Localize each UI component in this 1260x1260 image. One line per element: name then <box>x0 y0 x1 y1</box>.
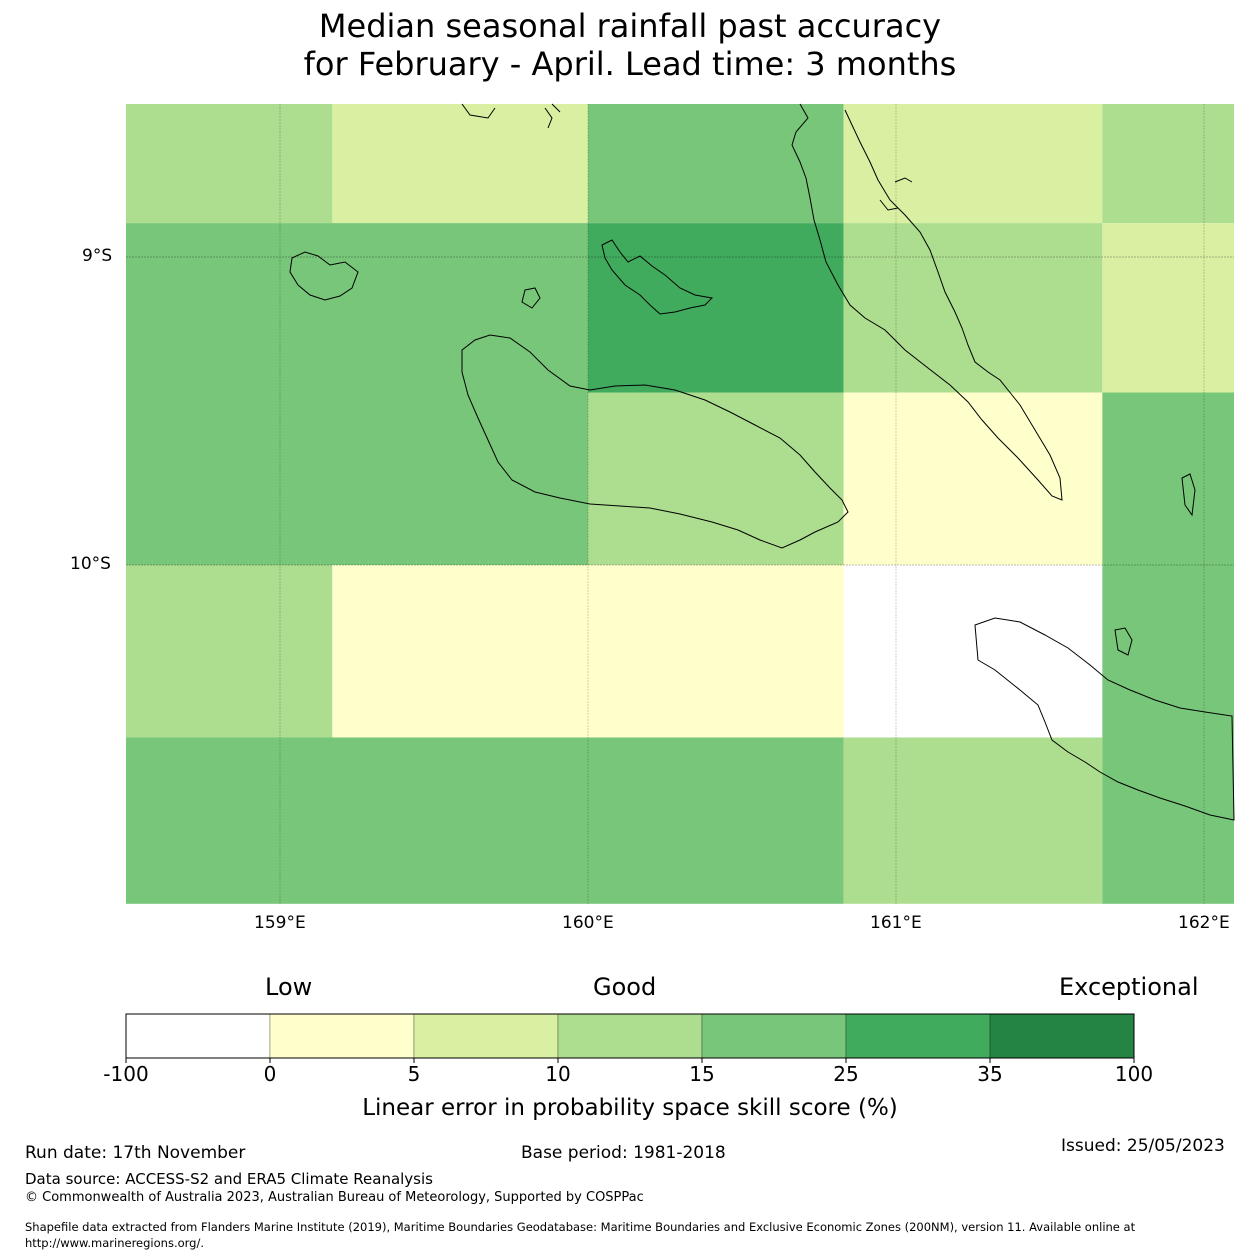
colorbar-label-exceptional: Exceptional <box>1059 973 1199 1001</box>
colorbar-tick: 15 <box>689 1062 715 1086</box>
colorbar-swatch <box>701 1013 847 1059</box>
map-title-line-1: Median seasonal rainfall past accuracy <box>318 7 942 45</box>
grid-cell <box>126 104 333 224</box>
coastline-small-island-east <box>1181 473 1196 517</box>
grid-cell <box>126 223 588 393</box>
lat-label-10s: 10°S <box>70 554 111 574</box>
coastline-russell-islands <box>289 251 359 301</box>
coastlines <box>289 103 1235 821</box>
lon-label-159e: 159°E <box>254 913 306 933</box>
grid-cell <box>843 737 1103 904</box>
colorbar-tick: 10 <box>545 1062 571 1086</box>
run-date: Run date: 17th November <box>25 1143 246 1163</box>
shapefile-credit-line-2: http://www.marineregions.org/. <box>25 1236 204 1250</box>
colorbar-swatch <box>125 1013 271 1059</box>
colorbar-label-good: Good <box>593 973 657 1001</box>
data-source: Data source: ACCESS-S2 and ERA5 Climate … <box>25 1170 433 1188</box>
colorbar-axis-label: Linear error in probability space skill … <box>362 1095 898 1121</box>
colorbar-tick: 100 <box>1114 1062 1154 1086</box>
shapefile-credit-line-1: Shapefile data extracted from Flanders M… <box>25 1220 1136 1234</box>
colorbar-tick: -100 <box>103 1062 149 1086</box>
coastline-ulawa-island <box>1114 627 1133 656</box>
grid-cell <box>843 223 1103 393</box>
grid-cell <box>843 392 1103 565</box>
lon-label-161e: 161°E <box>870 913 922 933</box>
skill-score-grid <box>126 104 1234 904</box>
grid-cell <box>1102 104 1234 224</box>
grid-cell <box>1102 565 1234 738</box>
graticule <box>126 104 1234 904</box>
grid-cell <box>332 104 588 224</box>
colorbar-swatch <box>413 1013 559 1059</box>
map-title-line-2: for February - April. Lead time: 3 month… <box>303 45 957 83</box>
grid-cell <box>1102 737 1234 904</box>
coastline-nggela-islands <box>601 239 714 315</box>
coastline-malaita-fragment <box>879 177 913 211</box>
colorbar-tick: 25 <box>833 1062 859 1086</box>
base-period: Base period: 1981-2018 <box>521 1143 726 1163</box>
coastline-savo-island <box>521 287 541 309</box>
coastline-santa-isabel <box>791 103 1063 501</box>
copyright: © Commonwealth of Australia 2023, Austra… <box>25 1190 644 1205</box>
coastline-northern-islets <box>461 103 561 129</box>
colorbar-swatch <box>557 1013 703 1059</box>
colorbar-swatch <box>989 1013 1135 1059</box>
grid-cell <box>332 565 844 738</box>
grid-cell <box>843 565 1103 738</box>
grid-cell <box>1102 223 1234 393</box>
lon-label-160e: 160°E <box>562 913 614 933</box>
colorbar-frame <box>125 1013 1135 1059</box>
coastline-makira <box>974 617 1235 821</box>
colorbar-swatch <box>845 1013 991 1059</box>
issued-date: Issued: 25/05/2023 <box>1061 1136 1225 1156</box>
lon-label-162e: 162°E <box>1178 913 1230 933</box>
colorbar-tick: 5 <box>407 1062 421 1086</box>
grid-cell <box>588 223 844 393</box>
colorbar-tick: 0 <box>263 1062 277 1086</box>
grid-cell <box>126 737 844 904</box>
colorbar-label-low: Low <box>265 973 313 1001</box>
grid-cell <box>126 565 333 738</box>
colorbar-tick: 35 <box>977 1062 1003 1086</box>
lat-label-9s: 9°S <box>82 246 113 266</box>
grid-cell <box>588 392 844 565</box>
grid-cell <box>1102 392 1234 565</box>
colorbar <box>125 1013 1135 1063</box>
colorbar-swatch <box>269 1013 415 1059</box>
grid-cell <box>843 104 1103 224</box>
coastline-guadalcanal <box>461 334 849 549</box>
grid-cell <box>126 392 588 565</box>
